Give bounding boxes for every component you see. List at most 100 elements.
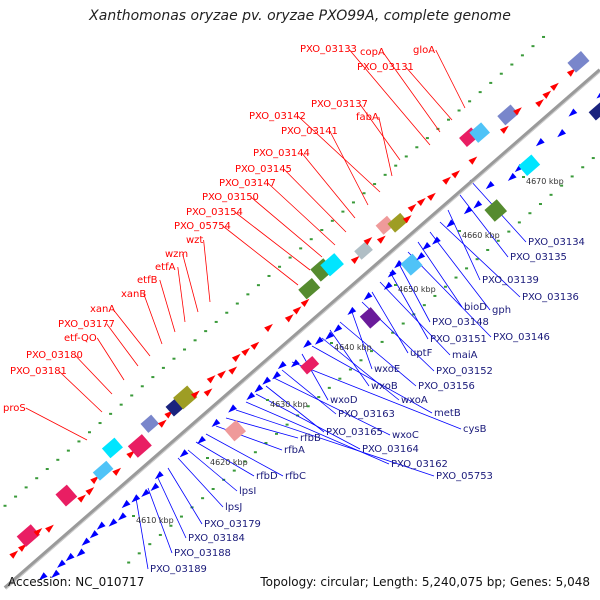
reverse-gene-arrow — [262, 376, 272, 385]
gene-label-reverse: PXO_03189 — [150, 564, 207, 575]
track-dot — [447, 118, 451, 121]
forward-gene-arrow — [499, 125, 509, 134]
forward-gene-arrow — [206, 375, 216, 384]
block-shape — [298, 277, 321, 300]
leader-line — [203, 239, 211, 303]
block-shape — [469, 122, 490, 143]
forward-gene-arrow — [241, 347, 251, 357]
track-dot — [468, 100, 472, 103]
gene-label-reverse: PXO_03146 — [493, 332, 550, 343]
arrow-shape — [141, 488, 150, 497]
arrow-shape — [535, 138, 545, 147]
gene-label-reverse: wxoC — [392, 430, 419, 441]
forward-gene-arrow — [9, 550, 19, 559]
track-dot — [148, 543, 152, 546]
forward-gene-arrow — [407, 203, 417, 213]
leader-line — [379, 281, 451, 356]
gene-label-forward: PXO_03142 — [249, 111, 306, 122]
arrow-shape — [112, 467, 122, 476]
forward-gene-arrow — [292, 306, 302, 315]
arrow-shape — [333, 324, 343, 333]
block-shape — [55, 484, 78, 507]
arrow-shape — [96, 521, 106, 530]
track-dot — [394, 164, 398, 167]
track-dot — [560, 184, 564, 187]
track-dot — [56, 458, 60, 461]
track-dot — [256, 284, 260, 287]
track-dot — [317, 396, 321, 399]
leader-line — [187, 449, 238, 492]
arrow-shape — [154, 471, 164, 480]
reverse-gene-arrow — [557, 129, 567, 138]
leader-line — [177, 457, 224, 508]
arrow-shape — [228, 366, 238, 375]
reverse-gene-arrow — [254, 384, 264, 393]
gene-block — [16, 524, 40, 547]
gene-block — [469, 122, 490, 143]
track-dot — [201, 497, 205, 500]
arrow-shape — [81, 537, 91, 546]
gene-label-forward: etfA — [155, 262, 176, 273]
gene-label-reverse: rfbC — [285, 471, 306, 482]
gene-label-reverse: cysB — [463, 424, 487, 435]
leader-line — [321, 337, 400, 401]
leader-line — [255, 393, 361, 450]
reverse-gene-arrow — [179, 449, 189, 458]
track-dot — [475, 258, 479, 261]
arrow-shape — [402, 215, 412, 224]
gene-label-forward: fabA — [356, 112, 379, 123]
gene-label-forward: wzm — [165, 249, 188, 260]
arrow-shape — [347, 306, 357, 316]
gene-label-reverse: PXO_05753 — [436, 471, 493, 482]
leader-line — [267, 182, 336, 246]
accession-text: Accession: NC_010717 — [8, 575, 145, 589]
gene-label-forward: PXO_03137 — [311, 99, 368, 110]
gene-label-reverse: PXO_03188 — [174, 548, 231, 559]
track-dot — [341, 210, 345, 213]
block-shape — [224, 419, 246, 442]
gene-label-forward: PXO_03180 — [26, 350, 83, 361]
reverse-gene-arrow — [197, 435, 206, 445]
gene-label-forward: wzt — [186, 235, 203, 246]
forward-gene-arrow — [157, 419, 167, 428]
leader-line — [382, 51, 441, 133]
track-dot — [158, 533, 162, 536]
track-dot — [235, 302, 239, 305]
gene-label-reverse: PXO_03152 — [436, 366, 493, 377]
track-dot — [478, 91, 482, 94]
gene-block — [359, 307, 382, 329]
gene-label-reverse: lpsI — [239, 486, 256, 497]
gene-block — [173, 385, 198, 410]
leader-line — [96, 337, 125, 381]
track-dot — [320, 229, 324, 232]
leader-line — [74, 354, 113, 395]
arrow-shape — [507, 172, 517, 181]
leader-line — [157, 477, 187, 539]
track-dot — [225, 311, 229, 314]
arrow-shape — [566, 68, 576, 77]
gene-label-forward: PXO_03145 — [235, 164, 292, 175]
kbp-tick-mark — [206, 457, 209, 459]
track-dot — [499, 72, 503, 75]
track-dot — [362, 192, 366, 195]
track-dot — [570, 175, 574, 178]
gene-block — [224, 419, 246, 442]
track-dot — [275, 432, 279, 435]
forward-gene-arrow — [468, 156, 478, 165]
leader-line — [301, 152, 356, 219]
reverse-gene-arrow — [272, 371, 281, 380]
arrow-shape — [550, 82, 559, 91]
arrow-shape — [284, 314, 294, 323]
reverse-gene-arrow — [394, 260, 403, 269]
arrow-shape — [57, 559, 66, 568]
track-dot — [581, 166, 585, 169]
block-shape — [375, 215, 395, 235]
track-dot — [330, 219, 334, 222]
reverse-gene-arrow — [290, 359, 300, 368]
forward-gene-arrow — [513, 107, 522, 116]
leader-line — [234, 211, 311, 271]
block-shape — [354, 241, 373, 260]
arrow-shape — [277, 360, 287, 370]
forward-gene-arrow — [126, 450, 136, 459]
kbp-tick-label: 4650 kbp — [398, 285, 436, 294]
